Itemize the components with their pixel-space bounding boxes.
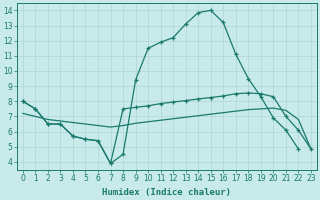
X-axis label: Humidex (Indice chaleur): Humidex (Indice chaleur)	[102, 188, 231, 197]
